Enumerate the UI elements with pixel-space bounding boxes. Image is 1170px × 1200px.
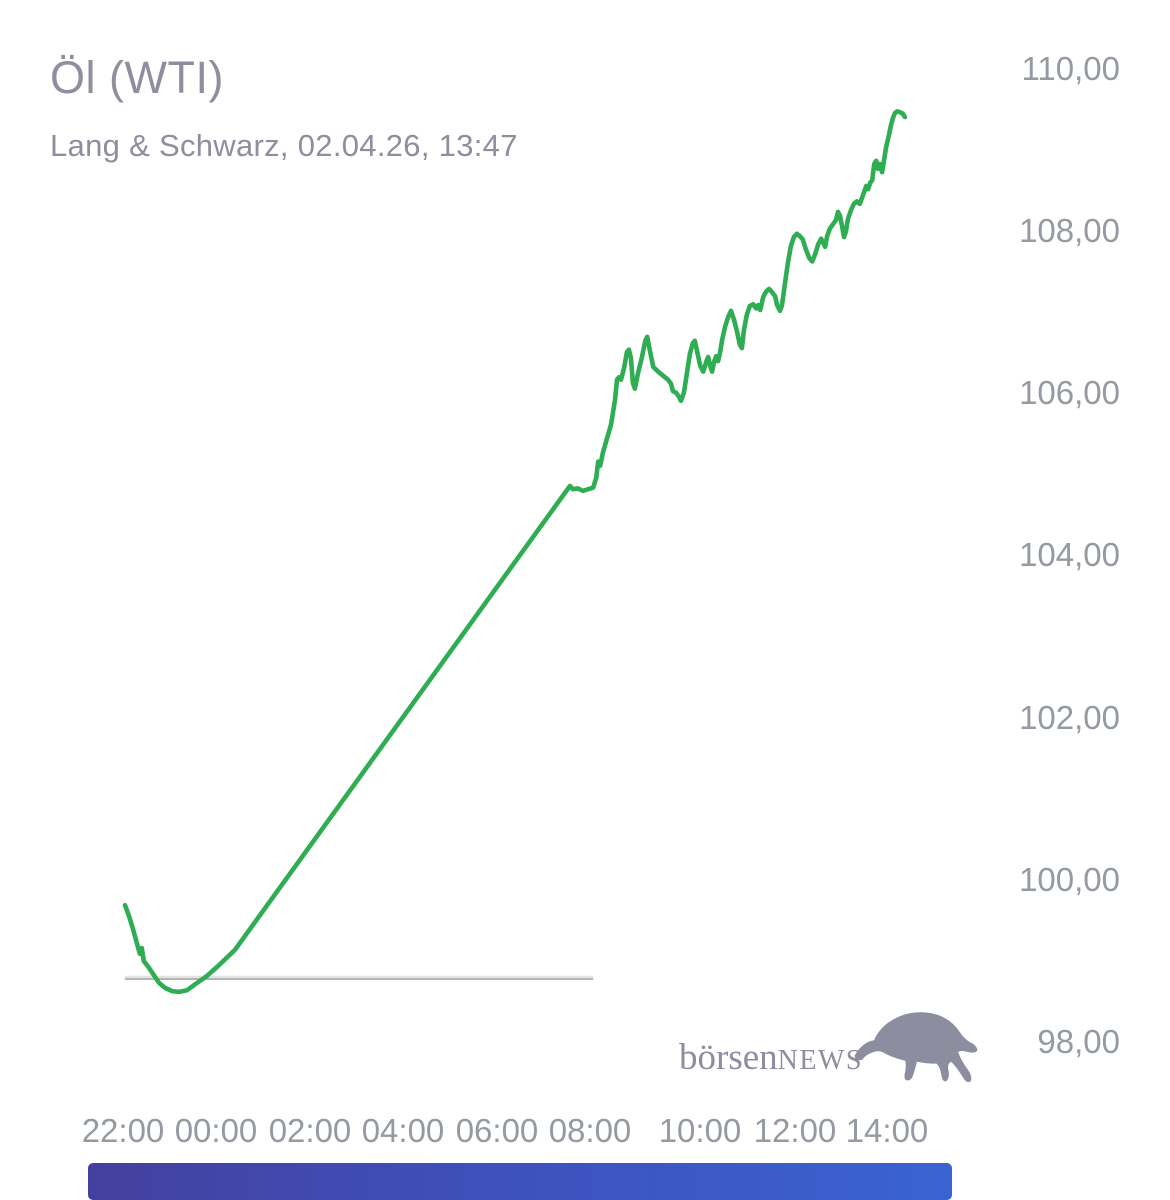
- x-axis-tick-label: 08:00: [548, 1112, 632, 1149]
- x-axis-tick-label: 06:00: [455, 1112, 539, 1149]
- x-axis-tick-label: 12:00: [753, 1112, 837, 1149]
- y-axis-tick-label: 108,00: [1019, 212, 1120, 250]
- y-axis-tick-label: 100,00: [1019, 860, 1120, 898]
- y-axis-tick-label: 106,00: [1019, 374, 1120, 412]
- chart-subtitle: Lang & Schwarz, 02.04.26, 13:47: [50, 128, 518, 163]
- price-line: [122, 109, 908, 995]
- x-axis-tick-label: 22:00: [81, 1112, 165, 1149]
- bull-icon: [854, 1012, 978, 1083]
- y-axis-tick-label: 98,00: [1037, 1022, 1120, 1060]
- borsennews-logo: börsen NEWS: [679, 1036, 863, 1079]
- x-axis-tick-label: 04:00: [361, 1112, 445, 1149]
- y-axis-tick-label: 110,00: [1021, 50, 1120, 87]
- x-axis-tick-label: 02:00: [268, 1112, 352, 1149]
- x-axis-tick-label: 10:00: [658, 1112, 742, 1149]
- range-slider-bar[interactable]: [88, 1163, 952, 1200]
- y-axis-tick-label: 102,00: [1019, 698, 1120, 736]
- logo-text-news: NEWS: [777, 1045, 863, 1076]
- logo-text-borsen: börsen: [679, 1037, 778, 1078]
- x-axis-tick-label: 00:00: [174, 1112, 258, 1149]
- y-axis-tick-label: 104,00: [1019, 536, 1120, 574]
- x-axis-tick-label: 14:00: [845, 1112, 929, 1149]
- page-title: Öl (WTI): [50, 52, 224, 103]
